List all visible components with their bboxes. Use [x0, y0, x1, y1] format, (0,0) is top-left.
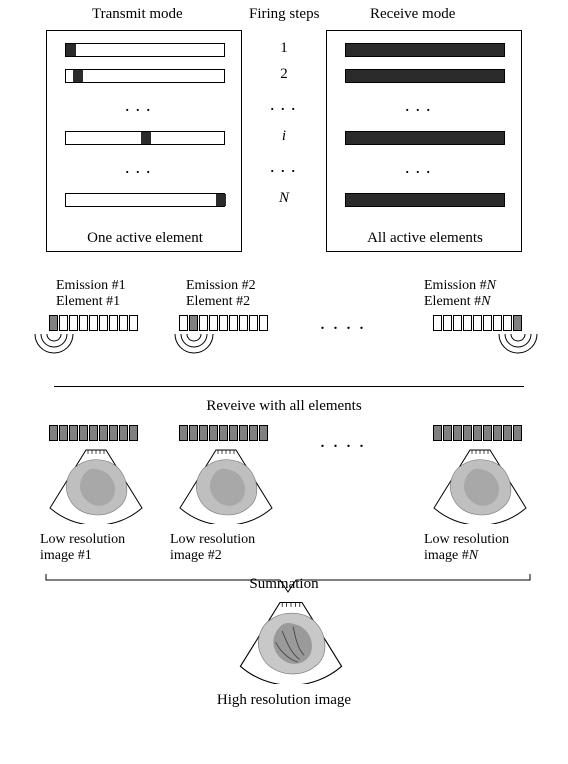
- transducer-array: [178, 424, 269, 442]
- emission-label: Emission #2Element #2: [186, 278, 256, 310]
- receive-mode-box: All active elements ......: [326, 30, 522, 252]
- low-res-label: Low resolutionimage #N: [424, 532, 509, 564]
- high-res-sector-image: [236, 598, 346, 684]
- tx-array-bar: [65, 43, 225, 57]
- firing-step-label: i: [264, 128, 304, 145]
- firing-step-label: 2: [264, 66, 304, 83]
- rx-array-bar: [345, 69, 505, 83]
- low-res-sector-image: [176, 446, 276, 524]
- transducer-array: [432, 314, 523, 332]
- header-receive: Receive mode: [370, 6, 455, 23]
- wave-arcs-icon: [164, 332, 224, 360]
- wave-arcs-icon: [488, 332, 548, 360]
- rx-array-bar: [345, 131, 505, 145]
- receive-text: Reveive with all elements: [0, 398, 568, 415]
- low-res-label: Low resolutionimage #2: [170, 532, 255, 564]
- wave-arcs-icon: [24, 332, 84, 360]
- firing-step-label: N: [264, 190, 304, 207]
- vertical-ellipsis: ...: [405, 95, 437, 116]
- low-res-sector-image: [46, 446, 146, 524]
- emission-label: Emission #NElement #N: [424, 278, 496, 310]
- header-steps: Firing steps: [249, 6, 319, 23]
- rx-array-bar: [345, 193, 505, 207]
- final-label: High resolution image: [0, 692, 568, 709]
- header-transmit: Transmit mode: [92, 6, 183, 23]
- firing-step-label: 1: [264, 40, 304, 57]
- emission-label: Emission #1Element #1: [56, 278, 126, 310]
- vertical-ellipsis: ...: [125, 157, 157, 178]
- transducer-array: [432, 424, 523, 442]
- steps-ellipsis: ...: [270, 94, 302, 115]
- transmit-mode-box: One active element ......: [46, 30, 242, 252]
- tx-array-bar: [65, 193, 225, 207]
- vertical-ellipsis: ...: [125, 95, 157, 116]
- emission-ellipsis: ....: [320, 312, 372, 335]
- low-res-sector-image: [430, 446, 530, 524]
- transducer-array: [48, 424, 139, 442]
- low-res-label: Low resolutionimage #1: [40, 532, 125, 564]
- tx-array-bar: [65, 69, 225, 83]
- summation-bracket: [44, 572, 532, 596]
- transmit-caption: One active element: [47, 230, 243, 247]
- transducer-array: [48, 314, 139, 332]
- tx-array-bar: [65, 131, 225, 145]
- transducer-array: [178, 314, 269, 332]
- vertical-ellipsis: ...: [405, 157, 437, 178]
- rx-array-bar: [345, 43, 505, 57]
- receive-caption: All active elements: [327, 230, 523, 247]
- receive-divider-line: [54, 386, 524, 387]
- receive-ellipsis: ....: [320, 430, 372, 453]
- steps-ellipsis: ...: [270, 156, 302, 177]
